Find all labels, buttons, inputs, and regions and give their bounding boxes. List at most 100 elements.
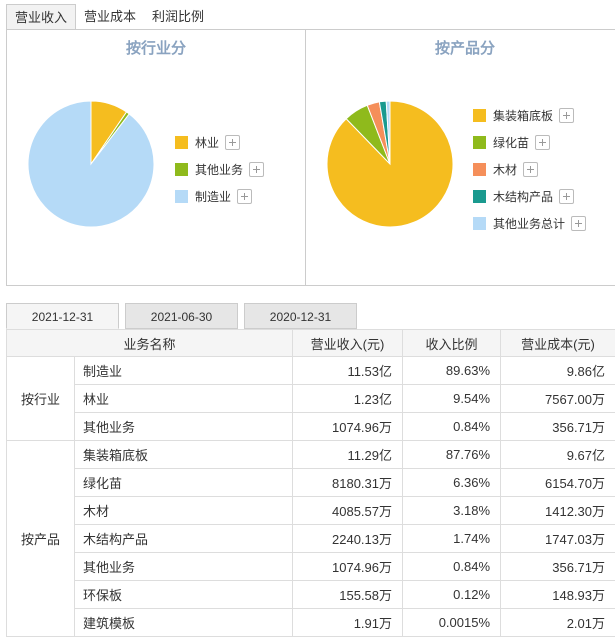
table-row: 木结构产品 2240.13万 1.74% 1747.03万 [7,524,615,553]
header-business-name[interactable]: 业务名称 [5,329,294,357]
cost-cell: 356.71万 [500,552,615,581]
business-name-cell: 木结构产品 [73,524,294,553]
ratio-cell: 0.84% [402,552,502,581]
tab-date-2020-12-31[interactable]: 2020-12-31 [244,303,357,329]
plus-icon[interactable] [535,135,551,150]
group-label: 按产品 [6,440,75,637]
revenue-cell: 155.58万 [292,580,404,609]
tab-revenue[interactable]: 营业收入 [6,4,77,30]
revenue-cell: 1074.96万 [292,412,404,441]
cost-cell: 9.86亿 [500,356,615,385]
legend-item-timber[interactable]: 木材 [473,156,586,183]
revenue-cell: 8180.31万 [292,468,404,497]
plus-icon[interactable] [571,216,587,231]
legend-item-manufacturing[interactable]: 制造业 [175,183,264,210]
ratio-cell: 1.74% [402,524,502,553]
legend-label: 木结构产品 [493,190,554,204]
tab-cost[interactable]: 营业成本 [84,9,137,24]
legend-label: 其他业务总计 [493,217,566,231]
industry-chart-panel: 按行业分 林业 其他业务 制造业 [6,30,306,286]
top-tab-bar: 营业收入 营业成本 利润比例 [6,4,212,30]
table-row: 林业 1.23亿 9.54% 7567.00万 [7,384,615,413]
legend-swatch [473,190,486,203]
revenue-cell: 4085.57万 [292,496,404,525]
business-name-cell: 其他业务 [73,412,294,441]
legend-swatch [175,190,188,203]
header-cost[interactable]: 营业成本(元) [500,329,615,357]
legend-item-seedlings[interactable]: 绿化苗 [473,129,586,156]
table-row: 建筑模板 1.91万 0.0015% 2.01万 [7,608,615,637]
tab-divider [6,29,615,30]
cost-cell: 6154.70万 [500,468,615,497]
legend-swatch [473,136,486,149]
legend-label: 其他业务 [195,163,244,177]
group-label: 按行业 [6,356,75,441]
revenue-cell: 11.29亿 [292,440,404,469]
plus-icon[interactable] [249,162,265,177]
business-name-cell: 建筑模板 [73,608,294,637]
business-name-cell: 环保板 [73,580,294,609]
plus-icon[interactable] [559,189,575,204]
legend-swatch [473,163,486,176]
cost-cell: 9.67亿 [500,440,615,469]
pie-slice-2[interactable] [27,100,155,228]
tab-date-2021-06-30[interactable]: 2021-06-30 [125,303,238,329]
cost-cell: 2.01万 [500,608,615,637]
business-name-cell: 木材 [73,496,294,525]
legend-label: 木材 [493,163,518,177]
plus-icon[interactable] [237,189,253,204]
legend-label: 林业 [195,136,220,150]
ratio-cell: 9.54% [402,384,502,413]
product-chart-title: 按产品分 [434,40,495,57]
business-name-cell: 绿化苗 [73,468,294,497]
ratio-cell: 3.18% [402,496,502,525]
table-row: 木材 4085.57万 3.18% 1412.30万 [7,496,615,525]
ratio-cell: 6.36% [402,468,502,497]
legend-label: 集装箱底板 [493,109,554,123]
plus-icon[interactable] [523,162,539,177]
legend-swatch [473,109,486,122]
legend-label: 绿化苗 [493,136,530,150]
revenue-cell: 1.23亿 [292,384,404,413]
tab-date-2021-12-31[interactable]: 2021-12-31 [6,303,119,329]
cost-cell: 356.71万 [500,412,615,441]
plus-icon[interactable] [225,135,241,150]
ratio-cell: 89.63% [402,356,502,385]
business-name-cell: 集装箱底板 [73,440,294,469]
business-name-cell: 制造业 [73,356,294,385]
legend-item-container-floor[interactable]: 集装箱底板 [473,102,586,129]
cost-cell: 1747.03万 [500,524,615,553]
industry-chart-title: 按行业分 [125,40,186,57]
revenue-cell: 1.91万 [292,608,404,637]
legend-item-other-business[interactable]: 其他业务 [175,156,265,183]
product-pie-chart [326,100,454,228]
table-row: 按产品 集装箱底板 11.29亿 87.76% 9.67亿 [6,440,615,637]
ratio-cell: 87.76% [402,440,502,469]
business-name-cell: 其他业务 [73,552,294,581]
legend-item-other-total[interactable]: 其他业务总计 [473,210,587,237]
table-row: 其他业务 1074.96万 0.84% 356.71万 [7,552,615,581]
legend-swatch [473,217,486,230]
cost-cell: 1412.30万 [500,496,615,525]
header-ratio[interactable]: 收入比例 [402,329,502,357]
cost-cell: 148.93万 [500,580,615,609]
header-revenue[interactable]: 营业收入(元) [292,329,404,357]
legend-swatch [175,136,188,149]
product-chart-panel: 按产品分 集装箱底板 绿化苗 木材 木结构产品 其他业务总计 [305,30,615,286]
table-header-row: 业务名称 营业收入(元) 收入比例 营业成本(元) [5,329,615,357]
pie-slice-4[interactable] [385,100,391,165]
revenue-table: 业务名称 营业收入(元) 收入比例 营业成本(元) 按行业 制造业 11.53亿 89… [5,329,615,637]
industry-legend: 林业 其他业务 制造业 [175,129,265,210]
table-row: 绿化苗 8180.31万 6.36% 6154.70万 [7,468,615,497]
legend-item-forestry[interactable]: 林业 [175,129,264,156]
revenue-cell: 1074.96万 [292,552,404,581]
revenue-cell: 11.53亿 [292,356,404,385]
tab-profit-ratio[interactable]: 利润比例 [152,9,205,24]
legend-item-wood-structure[interactable]: 木结构产品 [473,183,586,210]
table-row: 按行业 制造业 11.53亿 89.63% 9.86亿 [6,356,615,441]
plus-icon[interactable] [559,108,575,123]
date-tab-bar: 2021-12-31 2021-06-30 2020-12-31 [6,303,363,329]
revenue-cell: 2240.13万 [292,524,404,553]
ratio-cell: 0.12% [402,580,502,609]
business-name-cell: 林业 [73,384,294,413]
